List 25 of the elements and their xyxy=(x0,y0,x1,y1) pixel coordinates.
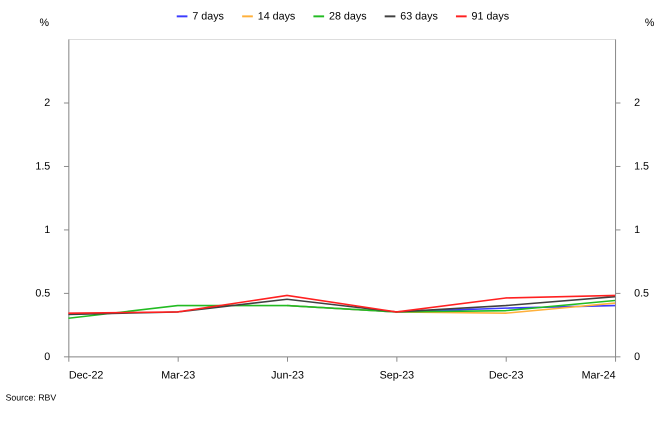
x-tick-label: Jun-23 xyxy=(271,369,304,382)
source-note: Source: RBV xyxy=(6,392,56,402)
legend-label: 91 days xyxy=(472,10,510,22)
y2-tick-label: 0 xyxy=(634,350,640,363)
y2-tick-label: 1 xyxy=(634,224,640,236)
y-tick-label: 0.5 xyxy=(35,287,50,300)
y2-tick-label: 0.5 xyxy=(634,287,650,300)
x-tick-label: Dec-23 xyxy=(488,369,524,382)
line-series xyxy=(68,300,616,320)
y-axis-title: % xyxy=(40,16,50,29)
x-tick-label: Mar-23 xyxy=(161,369,196,382)
y2-tick-label: 2 xyxy=(634,96,640,109)
y2-axis-title: % xyxy=(644,16,655,29)
y-tick-label: 1.5 xyxy=(35,160,50,172)
legend-label: 7 days xyxy=(192,10,224,22)
x-tick-label: Dec-22 xyxy=(68,369,104,382)
legend-label: 14 days xyxy=(258,10,296,22)
y2-tick-label: 1.5 xyxy=(634,160,650,172)
y-tick-label: 0 xyxy=(44,350,50,363)
legend-label: 63 days xyxy=(400,10,438,22)
y-tick-label: 2 xyxy=(44,96,50,109)
legend-label: 28 days xyxy=(329,10,367,22)
x-tick-label: Sep-23 xyxy=(380,369,414,382)
x-tick-label: Mar-24 xyxy=(582,369,616,382)
y-tick-label: 1 xyxy=(44,224,50,236)
